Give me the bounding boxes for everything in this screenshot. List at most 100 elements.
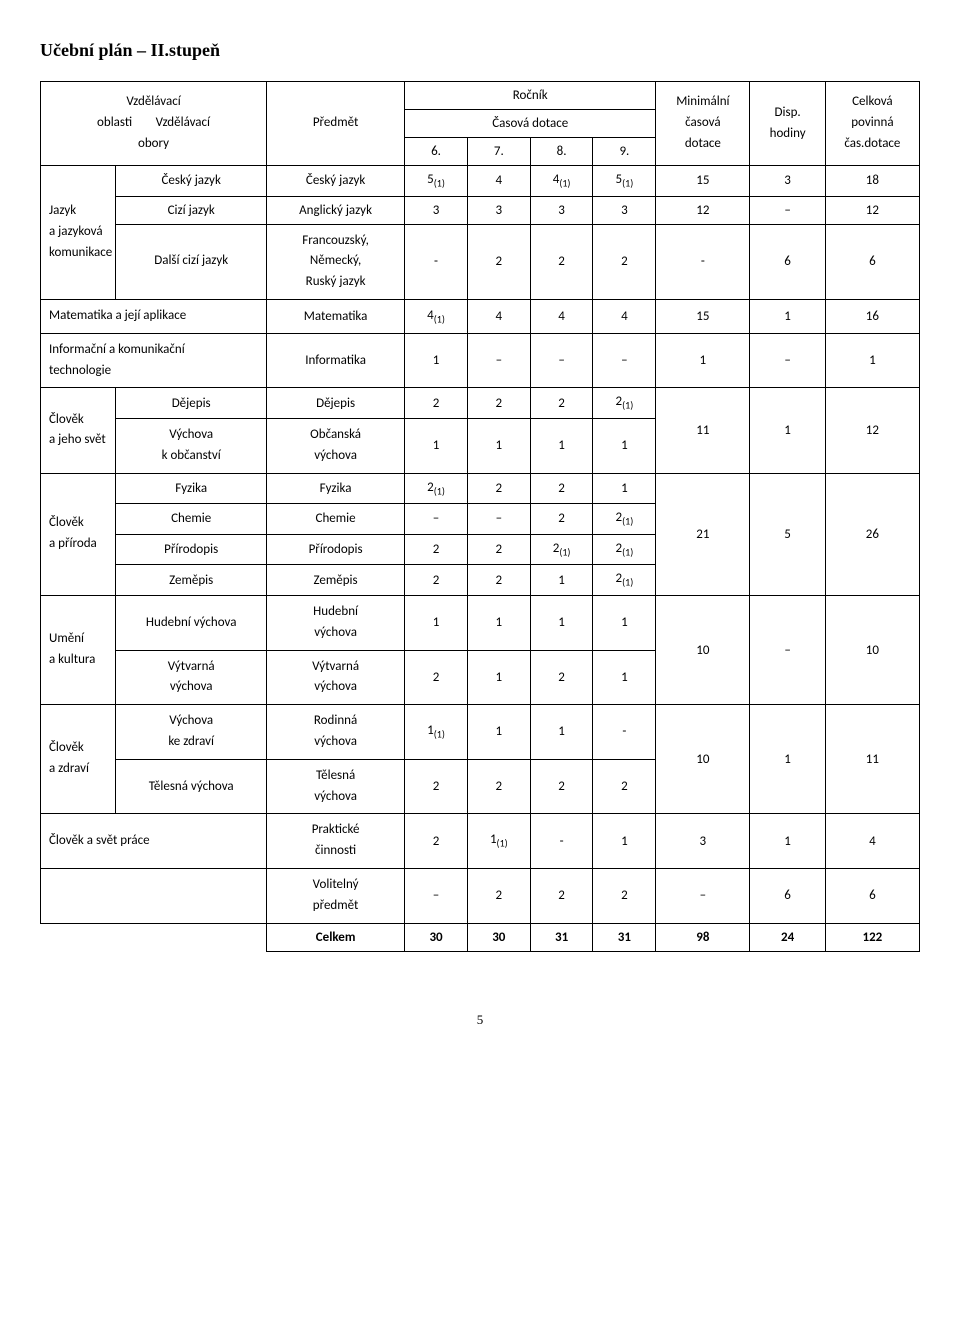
cell-ciz-8: 3 <box>530 196 593 224</box>
cell-ikt-celk: 1 <box>825 333 919 388</box>
cell-fyz-pred: Fyzika <box>267 473 405 504</box>
row-cesky-jazyk: Jazyk a jazyková komunikace Český jazyk … <box>41 166 920 197</box>
cell-csvet-min: 11 <box>656 388 750 473</box>
cell-csp-6: 2 <box>405 814 468 869</box>
cell-ikt-9: – <box>593 333 656 388</box>
row-celkem: Celkem 30 30 31 31 98 24 122 <box>41 923 920 951</box>
cell-vv-7: 1 <box>467 650 530 705</box>
cell-csp-pred: Praktické činnosti <box>267 814 405 869</box>
cell-cj-obor: Český jazyk <box>116 166 267 197</box>
cell-ikt-obor: Informační a komunikační technologie <box>41 333 267 388</box>
cell-dej-7: 2 <box>467 388 530 419</box>
cell-hv-6: 1 <box>405 595 468 650</box>
cell-vyo-9: 1 <box>593 418 656 473</box>
hdr-oblasti: Vzdělávací oblasti Vzdělávací obory <box>41 82 267 166</box>
cell-zem-pred: Zeměpis <box>267 565 405 596</box>
hdr-casova: Časová dotace <box>405 110 656 138</box>
cell-zem-obor: Zeměpis <box>116 565 267 596</box>
cell-dal-pred: Francouzský, Německý, Ruský jazyk <box>267 224 405 299</box>
cell-mat-min: 15 <box>656 299 750 333</box>
cell-cj-8: 4(1) <box>530 166 593 197</box>
cell-czdr-min: 10 <box>656 705 750 814</box>
cell-csp-9: 1 <box>593 814 656 869</box>
cell-mat-pred: Matematika <box>267 299 405 333</box>
cell-dal-9: 2 <box>593 224 656 299</box>
cell-zem-9: 2(1) <box>593 565 656 596</box>
cell-vol-pred: Volitelný předmět <box>267 868 405 923</box>
cell-vol-8: 2 <box>530 868 593 923</box>
cell-vv-pred: Výtvarná výchova <box>267 650 405 705</box>
hdr-disp: Disp. hodiny <box>750 82 825 166</box>
cell-ciz-obor: Cizí jazyk <box>116 196 267 224</box>
cell-vol-7: 2 <box>467 868 530 923</box>
cell-czdr-disp: 1 <box>750 705 825 814</box>
cell-che-obor: Chemie <box>116 504 267 535</box>
cell-cel-celk: 122 <box>825 923 919 951</box>
cell-czdr-celk: 11 <box>825 705 919 814</box>
cell-vyo-obor: Výchova k občanství <box>116 418 267 473</box>
cell-fyz-6: 2(1) <box>405 473 468 504</box>
cell-zem-6: 2 <box>405 565 468 596</box>
cell-ikt-pred: Informatika <box>267 333 405 388</box>
cell-ciz-celk: 12 <box>825 196 919 224</box>
cell-hv-9: 1 <box>593 595 656 650</box>
cell-hv-obor: Hudební výchova <box>116 595 267 650</box>
cell-mat-celk: 16 <box>825 299 919 333</box>
cell-mat-8: 4 <box>530 299 593 333</box>
cell-hv-8: 1 <box>530 595 593 650</box>
cell-rv-6: 1(1) <box>405 705 468 760</box>
cell-rv-8: 1 <box>530 705 593 760</box>
cell-fyz-9: 1 <box>593 473 656 504</box>
hdr-8: 8. <box>530 138 593 166</box>
cell-umeni-disp: – <box>750 595 825 704</box>
cell-ciz-7: 3 <box>467 196 530 224</box>
cell-vyo-pred: Občanská výchova <box>267 418 405 473</box>
cell-dal-disp: 6 <box>750 224 825 299</box>
row-fyzika: Člověk a příroda Fyzika Fyzika 2(1) 2 2 … <box>41 473 920 504</box>
cell-cel-blank <box>41 923 267 951</box>
cell-dal-6: - <box>405 224 468 299</box>
cell-tv-8: 2 <box>530 759 593 814</box>
cell-vol-6: – <box>405 868 468 923</box>
cell-che-9: 2(1) <box>593 504 656 535</box>
cell-mat-9: 4 <box>593 299 656 333</box>
cell-rv-pred: Rodinná výchova <box>267 705 405 760</box>
cell-cj-min: 15 <box>656 166 750 197</box>
cell-dal-celk: 6 <box>825 224 919 299</box>
hdr-9: 9. <box>593 138 656 166</box>
cell-csvet-oblast: Člověk a jeho svět <box>41 388 116 473</box>
cell-csvet-celk: 12 <box>825 388 919 473</box>
cell-ikt-7: – <box>467 333 530 388</box>
cell-tv-obor: Tělesná výchova <box>116 759 267 814</box>
cell-umeni-celk: 10 <box>825 595 919 704</box>
cell-ikt-min: 1 <box>656 333 750 388</box>
cell-dej-obor: Dějepis <box>116 388 267 419</box>
cell-rv-9: - <box>593 705 656 760</box>
cell-cel-disp: 24 <box>750 923 825 951</box>
cell-mat-6: 4(1) <box>405 299 468 333</box>
cell-cj-pred: Český jazyk <box>267 166 405 197</box>
cell-cj-9: 5(1) <box>593 166 656 197</box>
cell-vyo-6: 1 <box>405 418 468 473</box>
cell-vv-obor: Výtvarná výchova <box>116 650 267 705</box>
cell-csp-celk: 4 <box>825 814 919 869</box>
cell-ikt-disp: – <box>750 333 825 388</box>
cell-dal-obor: Další cizí jazyk <box>116 224 267 299</box>
header-row-1: Vzdělávací oblasti Vzdělávací obory Před… <box>41 82 920 110</box>
cell-ikt-6: 1 <box>405 333 468 388</box>
cell-cel-min: 98 <box>656 923 750 951</box>
cell-pri-6: 2 <box>405 534 468 565</box>
cell-czdr-oblast: Člověk a zdraví <box>41 705 116 814</box>
row-rodinna-vychova: Člověk a zdraví Výchova ke zdraví Rodinn… <box>41 705 920 760</box>
cell-dej-6: 2 <box>405 388 468 419</box>
cell-cel-7: 30 <box>467 923 530 951</box>
cell-rv-obor: Výchova ke zdraví <box>116 705 267 760</box>
cell-pri-9: 2(1) <box>593 534 656 565</box>
cell-vol-min: – <box>656 868 750 923</box>
cell-dal-min: - <box>656 224 750 299</box>
cell-rv-7: 1 <box>467 705 530 760</box>
cell-che-7: – <box>467 504 530 535</box>
cell-cprir-min: 21 <box>656 473 750 595</box>
cell-tv-pred: Tělesná výchova <box>267 759 405 814</box>
page-number: 5 <box>40 1012 920 1028</box>
